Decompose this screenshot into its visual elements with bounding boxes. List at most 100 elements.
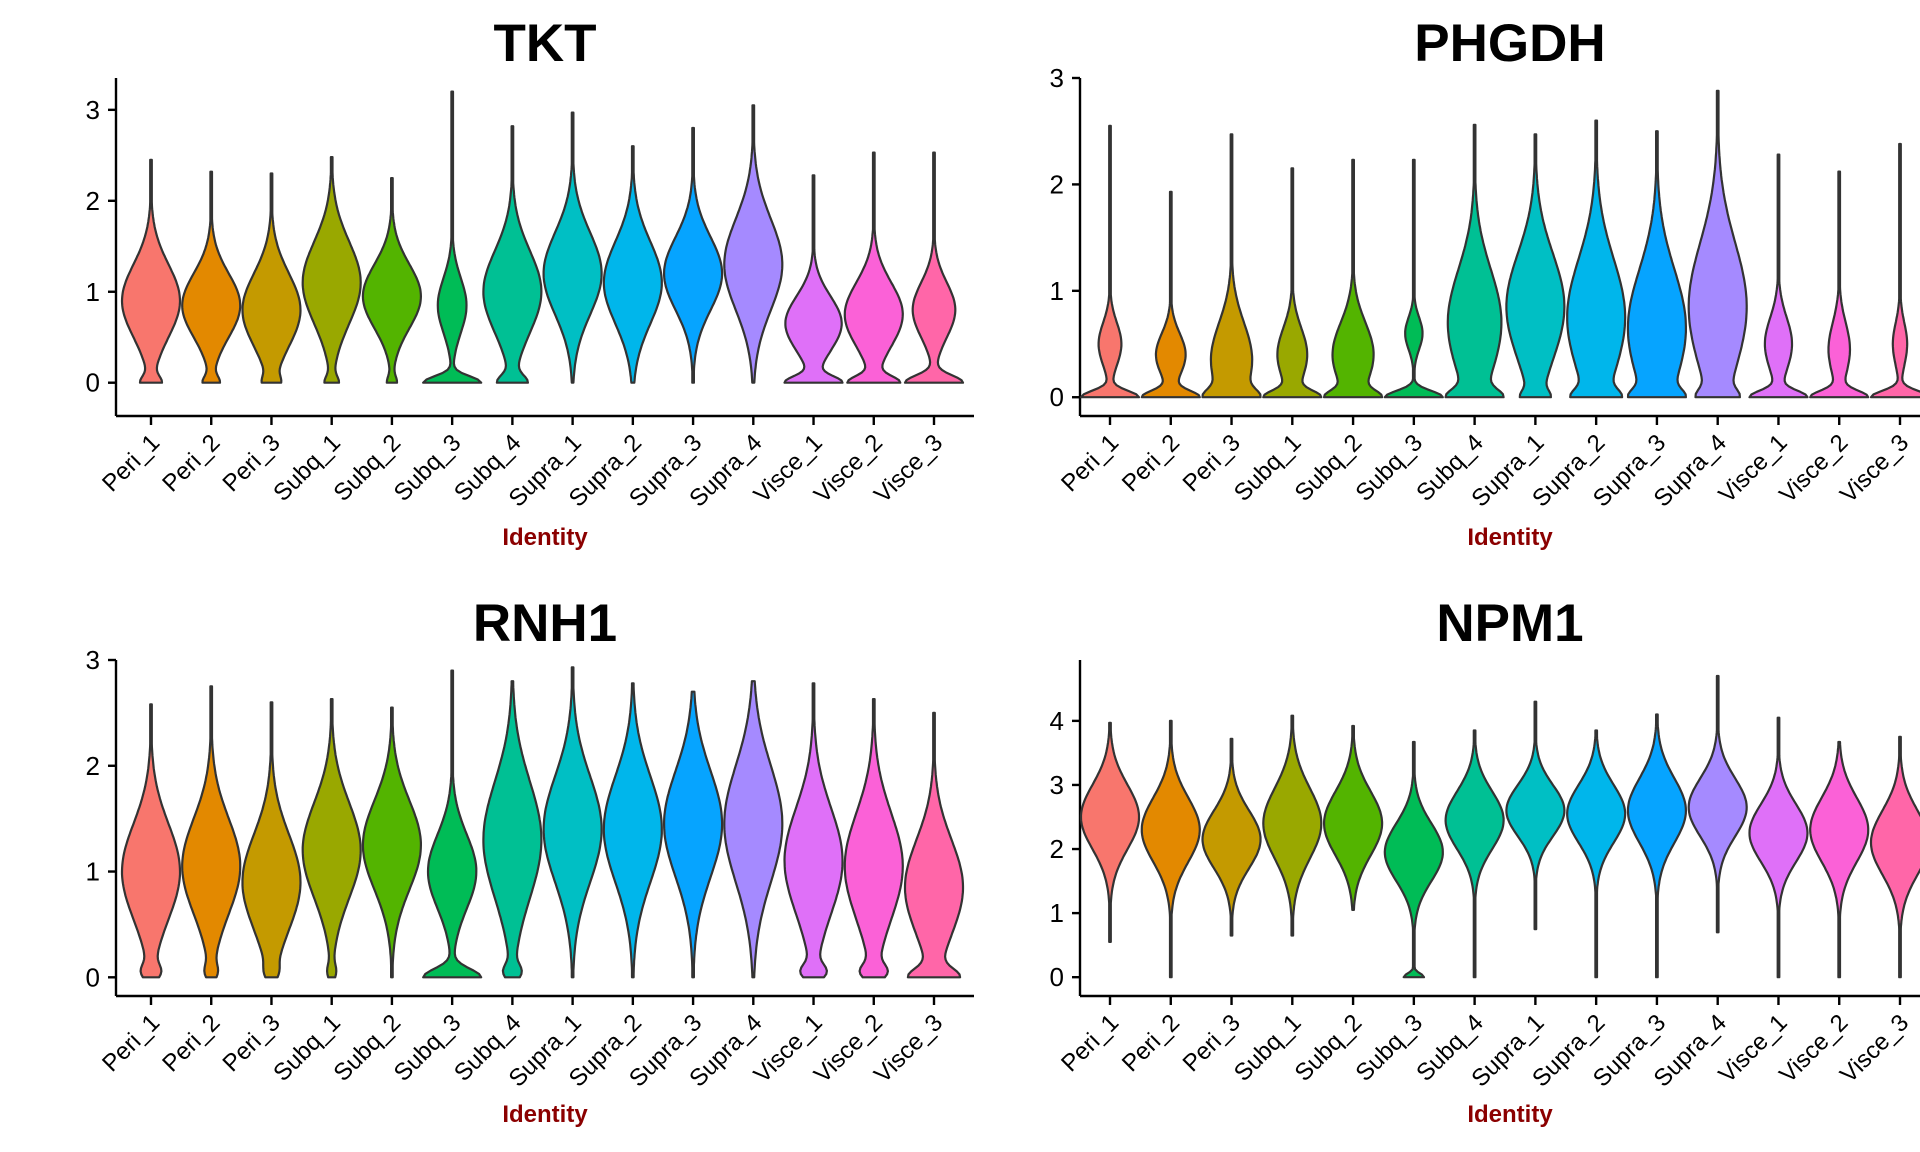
- violin-supra-1: [542, 111, 603, 384]
- violin-subq-4: [1444, 729, 1505, 979]
- x-tick-label: Subq_3: [1350, 1009, 1428, 1087]
- violin-subq-3: [1383, 158, 1444, 399]
- violin-supra-3: [663, 690, 724, 979]
- violin-supra-4: [723, 680, 784, 979]
- x-axis-title: Identity: [1467, 524, 1553, 551]
- y-tick-label: 2: [86, 186, 100, 216]
- x-tick-label: Peri_1: [97, 1009, 165, 1077]
- violin-supra-2: [1566, 729, 1627, 979]
- y-tick-label: 2: [1050, 169, 1064, 199]
- violin-subq-1: [301, 156, 362, 384]
- x-tick-label: Subq_1: [1229, 1009, 1307, 1087]
- violin-peri-1: [120, 158, 182, 384]
- x-axis-title: Identity: [502, 524, 588, 551]
- x-tick-label: Visce_3: [1835, 429, 1914, 508]
- x-axis-title: Identity: [1467, 1101, 1553, 1128]
- x-tick-label: Peri_2: [1117, 1009, 1185, 1077]
- violin-subq-4: [482, 125, 543, 384]
- x-tick-label: Visce_3: [1835, 1009, 1914, 1088]
- violin-peri-3: [1201, 737, 1262, 937]
- x-tick-label: Peri_2: [157, 429, 225, 497]
- violin-visce-2: [1809, 740, 1870, 979]
- violin-peri-2: [181, 170, 242, 384]
- x-tick-label: Subq_2: [329, 429, 407, 507]
- violin-supra-2: [602, 682, 663, 979]
- y-tick-label: 0: [1050, 962, 1064, 992]
- violin-visce-3: [1869, 142, 1920, 399]
- y-tick-label: 3: [1050, 770, 1064, 800]
- violin-panel: PHGDH0123Peri_1Peri_2Peri_3Subq_1Subq_2S…: [1050, 14, 1920, 551]
- violin-peri-2: [1140, 190, 1201, 399]
- violin-panel: TKT0123Peri_1Peri_2Peri_3Subq_1Subq_2Sub…: [86, 14, 974, 551]
- x-tick-label: Subq_1: [268, 429, 346, 507]
- violin-subq-1: [1262, 167, 1323, 399]
- x-tick-label: Peri_2: [1117, 429, 1185, 497]
- y-tick-label: 4: [1050, 706, 1064, 736]
- violin-visce-2: [843, 698, 904, 979]
- violin-panel: RNH10123Peri_1Peri_2Peri_3Subq_1Subq_2Su…: [86, 594, 974, 1128]
- violin-supra-2: [1566, 119, 1627, 399]
- violin-peri-1: [1079, 721, 1141, 943]
- violin-visce-2: [1809, 170, 1870, 399]
- x-tick-label: Peri_2: [157, 1009, 225, 1077]
- violin-panel: NPM101234Peri_1Peri_2Peri_3Subq_1Subq_2S…: [1050, 594, 1920, 1128]
- x-tick-label: Subq_2: [1290, 1009, 1368, 1087]
- violin-visce-1: [783, 682, 844, 979]
- x-axis-title: Identity: [502, 1101, 588, 1128]
- violin-supra-4: [723, 104, 784, 384]
- violin-subq-1: [301, 698, 362, 979]
- violin-supra-3: [1626, 713, 1687, 979]
- x-tick-label: Subq_3: [389, 429, 467, 507]
- y-tick-label: 3: [1050, 63, 1064, 93]
- violin-subq-2: [1323, 158, 1384, 399]
- x-tick-label: Subq_1: [268, 1009, 346, 1087]
- x-tick-label: Peri_1: [1056, 1009, 1124, 1077]
- violin-supra-4: [1687, 674, 1748, 934]
- violin-subq-2: [361, 177, 422, 384]
- violin-peri-3: [1201, 133, 1262, 399]
- violin-visce-2: [843, 151, 904, 384]
- y-tick-label: 2: [1050, 834, 1064, 864]
- x-tick-label: Visce_3: [869, 429, 948, 508]
- y-tick-label: 0: [1050, 382, 1064, 412]
- y-tick-label: 1: [86, 857, 100, 887]
- violin-supra-3: [1626, 130, 1687, 399]
- x-tick-label: Visce_3: [869, 1009, 948, 1088]
- violin-peri-1: [120, 703, 182, 979]
- y-tick-label: 3: [86, 95, 100, 125]
- violin-supra-1: [1505, 133, 1566, 399]
- violin-peri-3: [241, 172, 302, 384]
- violin-subq-4: [482, 680, 543, 979]
- x-tick-label: Subq_1: [1229, 429, 1307, 507]
- violin-visce-3: [903, 151, 965, 384]
- violin-subq-3: [422, 669, 483, 979]
- x-tick-label: Subq_3: [389, 1009, 467, 1087]
- violin-visce-1: [1748, 716, 1809, 979]
- violin-supra-3: [663, 126, 724, 384]
- x-tick-label: Subq_2: [329, 1009, 407, 1087]
- violin-subq-3: [1383, 740, 1444, 979]
- violin-peri-1: [1079, 124, 1141, 399]
- y-tick-label: 2: [86, 751, 100, 781]
- panel-title: TKT: [493, 14, 596, 73]
- y-tick-label: 0: [86, 962, 100, 992]
- violin-peri-2: [1140, 719, 1201, 979]
- violin-supra-1: [1505, 700, 1566, 931]
- y-tick-label: 0: [86, 368, 100, 398]
- violin-visce-1: [1748, 153, 1809, 399]
- y-tick-label: 1: [1050, 898, 1064, 928]
- panel-title: NPM1: [1436, 594, 1583, 653]
- y-tick-label: 1: [1050, 276, 1064, 306]
- violin-subq-3: [422, 90, 483, 384]
- x-tick-label: Subq_2: [1290, 429, 1368, 507]
- violin-peri-2: [181, 685, 242, 979]
- panel-title: PHGDH: [1414, 14, 1605, 73]
- violin-visce-3: [903, 711, 965, 979]
- violin-peri-3: [241, 701, 302, 979]
- violin-subq-2: [361, 706, 422, 979]
- x-tick-label: Peri_1: [1056, 429, 1124, 497]
- violin-subq-2: [1323, 724, 1384, 911]
- violin-subq-4: [1444, 123, 1505, 399]
- violin-visce-1: [783, 174, 844, 384]
